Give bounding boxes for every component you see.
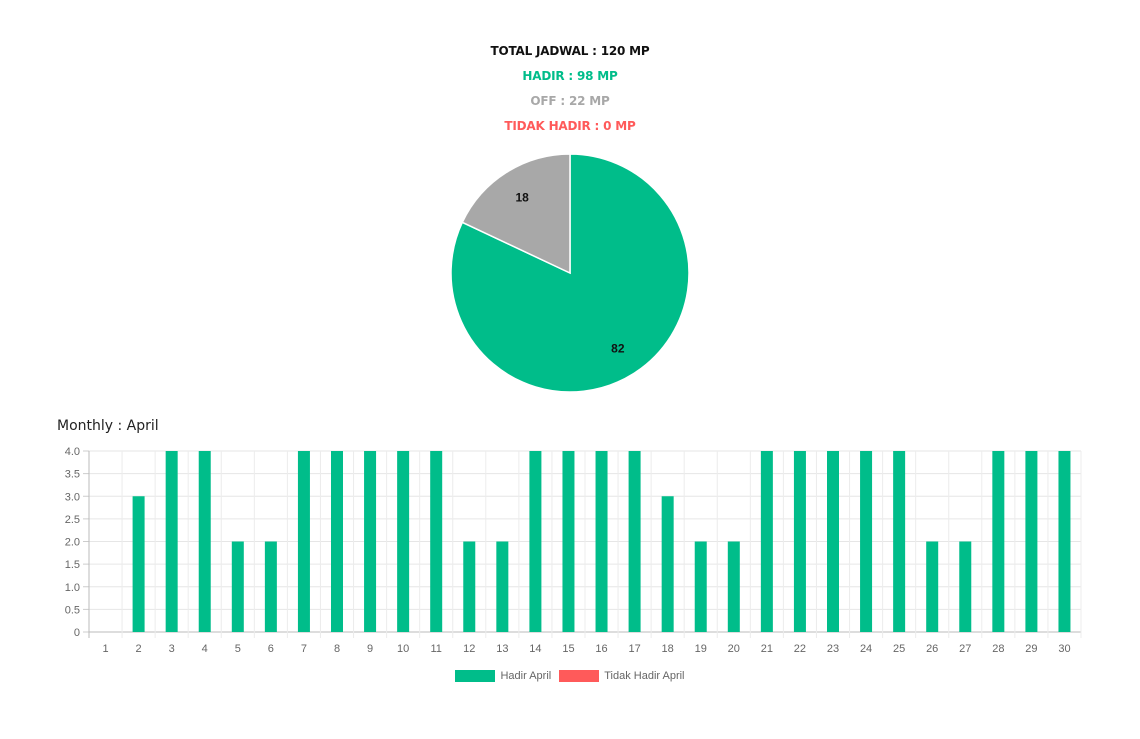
x-tick-label: 18 — [662, 643, 674, 655]
x-tick-label: 3 — [169, 643, 175, 655]
x-tick-label: 1 — [102, 643, 108, 655]
x-tick-label: 20 — [728, 643, 740, 655]
pie-slice-0[interactable] — [450, 153, 690, 393]
tidak-hadir-label: TIDAK HADIR : 0 MP — [504, 119, 636, 133]
legend-item-tidak-hadir[interactable]: Tidak Hadir April — [559, 670, 685, 682]
x-tick-label: 10 — [397, 643, 409, 655]
y-tick-label: 2.5 — [65, 514, 80, 526]
bar-hadir-16[interactable] — [595, 451, 608, 632]
y-tick-label: 0 — [74, 627, 80, 639]
x-tick-label: 6 — [268, 643, 274, 655]
bar-hadir-9[interactable] — [364, 451, 377, 632]
x-tick-label: 2 — [136, 643, 142, 655]
x-tick-label: 16 — [595, 643, 607, 655]
x-tick-label: 26 — [926, 643, 938, 655]
x-tick-label: 17 — [628, 643, 640, 655]
x-tick-label: 23 — [827, 643, 839, 655]
y-tick-label: 1.0 — [65, 582, 80, 594]
x-tick-label: 15 — [562, 643, 574, 655]
x-tick-label: 8 — [334, 643, 340, 655]
bar-hadir-24[interactable] — [860, 451, 873, 632]
attendance-pie-chart: 82 18 — [450, 153, 690, 393]
x-tick-label: 22 — [794, 643, 806, 655]
bar-hadir-10[interactable] — [397, 451, 410, 632]
pie-slice-1[interactable] — [461, 153, 571, 275]
x-tick-label: 12 — [463, 643, 475, 655]
off-label: OFF : 22 MP — [530, 94, 610, 108]
y-tick-label: 0.5 — [65, 604, 80, 616]
x-tick-label: 21 — [761, 643, 773, 655]
x-tick-label: 5 — [235, 643, 241, 655]
bar-hadir-19[interactable] — [694, 541, 707, 633]
x-tick-label: 19 — [695, 643, 707, 655]
bar-hadir-13[interactable] — [496, 541, 509, 633]
hadir-label: HADIR : 98 MP — [522, 69, 618, 83]
y-tick-label: 2.0 — [65, 537, 80, 549]
bar-hadir-8[interactable] — [331, 451, 343, 632]
x-tick-label: 24 — [860, 643, 872, 655]
x-tick-label: 7 — [301, 643, 307, 655]
pie-slice-label-0: 82 — [611, 341, 625, 355]
x-tick-label: 29 — [1025, 643, 1037, 655]
bar-hadir-25[interactable] — [893, 451, 906, 632]
x-tick-label: 14 — [529, 643, 541, 655]
x-tick-label: 30 — [1058, 643, 1070, 655]
total-jadwal-label: TOTAL JADWAL : 120 MP — [490, 44, 650, 58]
legend-swatch-tidak-hadir — [559, 670, 600, 682]
monthly-bar-chart: 00.51.01.52.02.53.03.54.01 2 3 4 5 6 7 8 9 10 11 12… — [65, 446, 1082, 655]
legend-swatch-hadir — [455, 670, 496, 682]
bar-hadir-6[interactable] — [264, 541, 277, 633]
legend-item-hadir[interactable]: Hadir April — [455, 670, 551, 682]
bar-hadir-15[interactable] — [562, 451, 575, 632]
bar-hadir-23[interactable] — [827, 451, 839, 632]
legend-label-hadir: Hadir April — [500, 670, 552, 682]
bar-hadir-29[interactable] — [1025, 451, 1038, 632]
y-tick-label: 3.5 — [65, 469, 80, 481]
bar-hadir-7[interactable] — [297, 451, 310, 632]
bar-hadir-4[interactable] — [198, 451, 211, 632]
bar-hadir-27[interactable] — [959, 541, 972, 633]
monthly-title: Monthly : April — [57, 418, 159, 434]
x-tick-label: 25 — [893, 643, 905, 655]
x-tick-label: 13 — [496, 643, 508, 655]
x-tick-label: 11 — [430, 643, 441, 655]
bar-hadir-22[interactable] — [793, 451, 806, 632]
x-tick-label: 27 — [959, 643, 971, 655]
x-tick-label: 9 — [367, 643, 373, 655]
y-tick-label: 4.0 — [65, 446, 80, 458]
bar-hadir-17[interactable] — [628, 451, 641, 632]
bar-hadir-30[interactable] — [1058, 451, 1071, 632]
bar-hadir-18[interactable] — [661, 496, 674, 632]
bar-hadir-21[interactable] — [760, 451, 773, 632]
bar-hadir-28[interactable] — [992, 451, 1005, 632]
bar-hadir-26[interactable] — [926, 541, 939, 633]
x-tick-label: 28 — [992, 643, 1004, 655]
x-tick-label: 4 — [202, 643, 208, 655]
bar-hadir-20[interactable] — [727, 541, 740, 633]
bar-chart-legend: Hadir April Tidak Hadir April — [0, 670, 1140, 682]
bar-hadir-11[interactable] — [430, 451, 443, 632]
y-tick-label: 1.5 — [65, 559, 80, 571]
bar-hadir-12[interactable] — [463, 541, 476, 633]
bar-hadir-3[interactable] — [165, 451, 178, 632]
bar-hadir-5[interactable] — [231, 541, 244, 633]
legend-label-tidak-hadir: Tidak Hadir April — [604, 670, 685, 682]
y-tick-label: 3.0 — [65, 491, 80, 503]
bar-hadir-14[interactable] — [529, 451, 542, 632]
pie-slice-label-1: 18 — [515, 191, 529, 205]
bar-hadir-2[interactable] — [132, 496, 145, 632]
